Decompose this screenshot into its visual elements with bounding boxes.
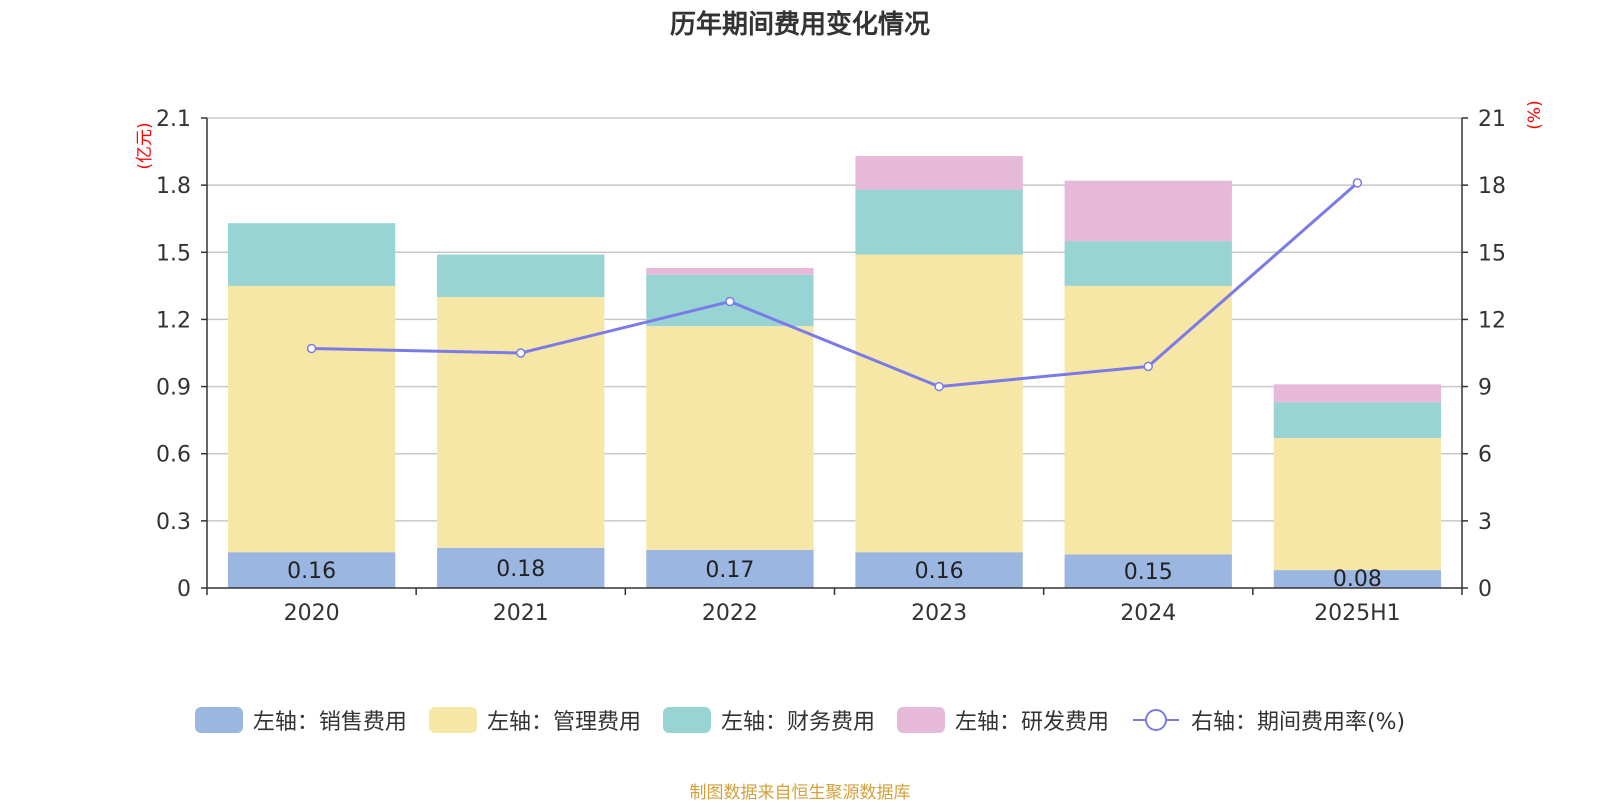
- bar-segment: [1064, 285, 1232, 555]
- expense-rate-line: [311, 181, 1359, 389]
- line-point: [934, 381, 944, 392]
- bar-value-label: 0.16: [287, 559, 336, 584]
- bar-segment: [855, 156, 1023, 190]
- bar-value-label: 0.16: [915, 559, 964, 584]
- bar-segment: [227, 552, 396, 588]
- bar-segment: [1273, 438, 1442, 571]
- legend-item[interactable]: 左轴：管理费用: [428, 704, 641, 736]
- bar-segment: [227, 223, 396, 286]
- left-tick-label: 1.5: [156, 241, 191, 266]
- bar-value-label: 0.08: [1333, 567, 1382, 592]
- legend-item[interactable]: 左轴：财务费用: [662, 704, 875, 736]
- x-tick-label: 2020: [284, 601, 340, 626]
- left-tick-label: 2.1: [156, 107, 191, 132]
- legend-swatch: [194, 707, 243, 733]
- right-tick-label: 15: [1478, 241, 1506, 266]
- bar-segment: [1064, 180, 1232, 242]
- x-tick-label: 2022: [702, 601, 758, 626]
- legend-item[interactable]: 右轴：期间费用率(%): [1131, 704, 1405, 736]
- x-tick-label: 2023: [911, 601, 967, 626]
- bar-segment: [646, 326, 814, 550]
- right-tick-label: 9: [1478, 376, 1492, 401]
- legend-label: 右轴：期间费用率(%): [1190, 710, 1406, 735]
- chart-title: 历年期间费用变化情况: [669, 10, 930, 40]
- line-point: [725, 296, 735, 307]
- line-point: [306, 343, 317, 354]
- bar-segment: [1064, 241, 1232, 286]
- legend-swatch: [896, 707, 945, 733]
- legend-item[interactable]: 左轴：销售费用: [194, 704, 407, 736]
- grid-lines: [207, 117, 1462, 522]
- chart-svg: 0 0 0.3 3 0.6 6 0.9 9 1.2 12 1.5 15 1.8 18 2.1 21 2020 20…: [135, 100, 1545, 626]
- left-tick-label: 1.2: [156, 308, 191, 333]
- left-tick-label: 0.3: [156, 510, 191, 535]
- legend: 左轴：销售费用 左轴：管理费用 左轴：财务费用 左轴：研发费用 右轴：期间费用率(%): [0, 704, 1600, 736]
- left-tick-label: 0: [177, 577, 191, 602]
- legend-label: 左轴：销售费用: [252, 710, 407, 735]
- bar-segment: [437, 547, 605, 588]
- bar-segment: [1273, 384, 1442, 403]
- bar-segment: [1064, 554, 1232, 588]
- bar-segment: [1273, 402, 1442, 439]
- bar-segment: [227, 285, 396, 553]
- right-tick-label: 0: [1478, 577, 1492, 602]
- left-tick-label: 0.9: [156, 376, 191, 401]
- bar-segment: [646, 549, 814, 588]
- line-layer: [306, 178, 1363, 392]
- bar-segment: [1273, 570, 1442, 588]
- bar-segment: [855, 254, 1023, 553]
- legend-item[interactable]: 左轴：研发费用: [896, 704, 1109, 736]
- legend-label: 左轴：管理费用: [486, 710, 641, 735]
- legend-label: 左轴：财务费用: [720, 710, 875, 735]
- bar-value-label: 0.18: [496, 557, 545, 582]
- legend-swatch: [428, 707, 477, 733]
- bar-segment: [437, 297, 605, 548]
- line-point: [1352, 178, 1363, 188]
- line-point: [516, 348, 526, 358]
- right-axis-unit: (%): [1525, 100, 1545, 129]
- left-axis-unit: (亿元): [135, 122, 155, 169]
- right-tick-label: 3: [1478, 510, 1492, 535]
- bar-segment: [855, 189, 1023, 255]
- legend-swatch: [662, 707, 711, 733]
- bar-segment: [437, 254, 605, 298]
- right-tick-label: 6: [1478, 443, 1492, 468]
- bar-value-label: 0.15: [1124, 560, 1173, 585]
- label-layer: 0.16 0.18 0.17 0.16 0.15 0.08: [287, 557, 1382, 592]
- bar-layer: [227, 156, 1442, 588]
- left-tick-label: 1.8: [156, 174, 191, 199]
- bar-value-label: 0.17: [705, 558, 754, 583]
- left-tick-label: 0.6: [156, 443, 191, 468]
- right-tick-label: 21: [1478, 107, 1506, 132]
- line-point: [1143, 361, 1153, 372]
- legend-line-swatch: [1132, 709, 1179, 731]
- x-tick-label: 2024: [1120, 601, 1176, 626]
- bar-segment: [855, 552, 1023, 588]
- bar-segment: [646, 267, 814, 275]
- legend-label: 左轴：研发费用: [954, 710, 1109, 735]
- source-note: 制图数据来自恒生聚源数据库: [689, 783, 911, 803]
- axis-layer: 0 0 0.3 3 0.6 6 0.9 9 1.2 12 1.5 15 1.8 18 2.1 21 2020 20…: [156, 107, 1506, 626]
- right-tick-label: 12: [1478, 308, 1506, 333]
- legend-marker: [1144, 709, 1167, 731]
- x-tick-label: 2021: [493, 601, 549, 626]
- x-tick-label: 2025H1: [1314, 601, 1401, 626]
- right-tick-label: 18: [1478, 174, 1506, 199]
